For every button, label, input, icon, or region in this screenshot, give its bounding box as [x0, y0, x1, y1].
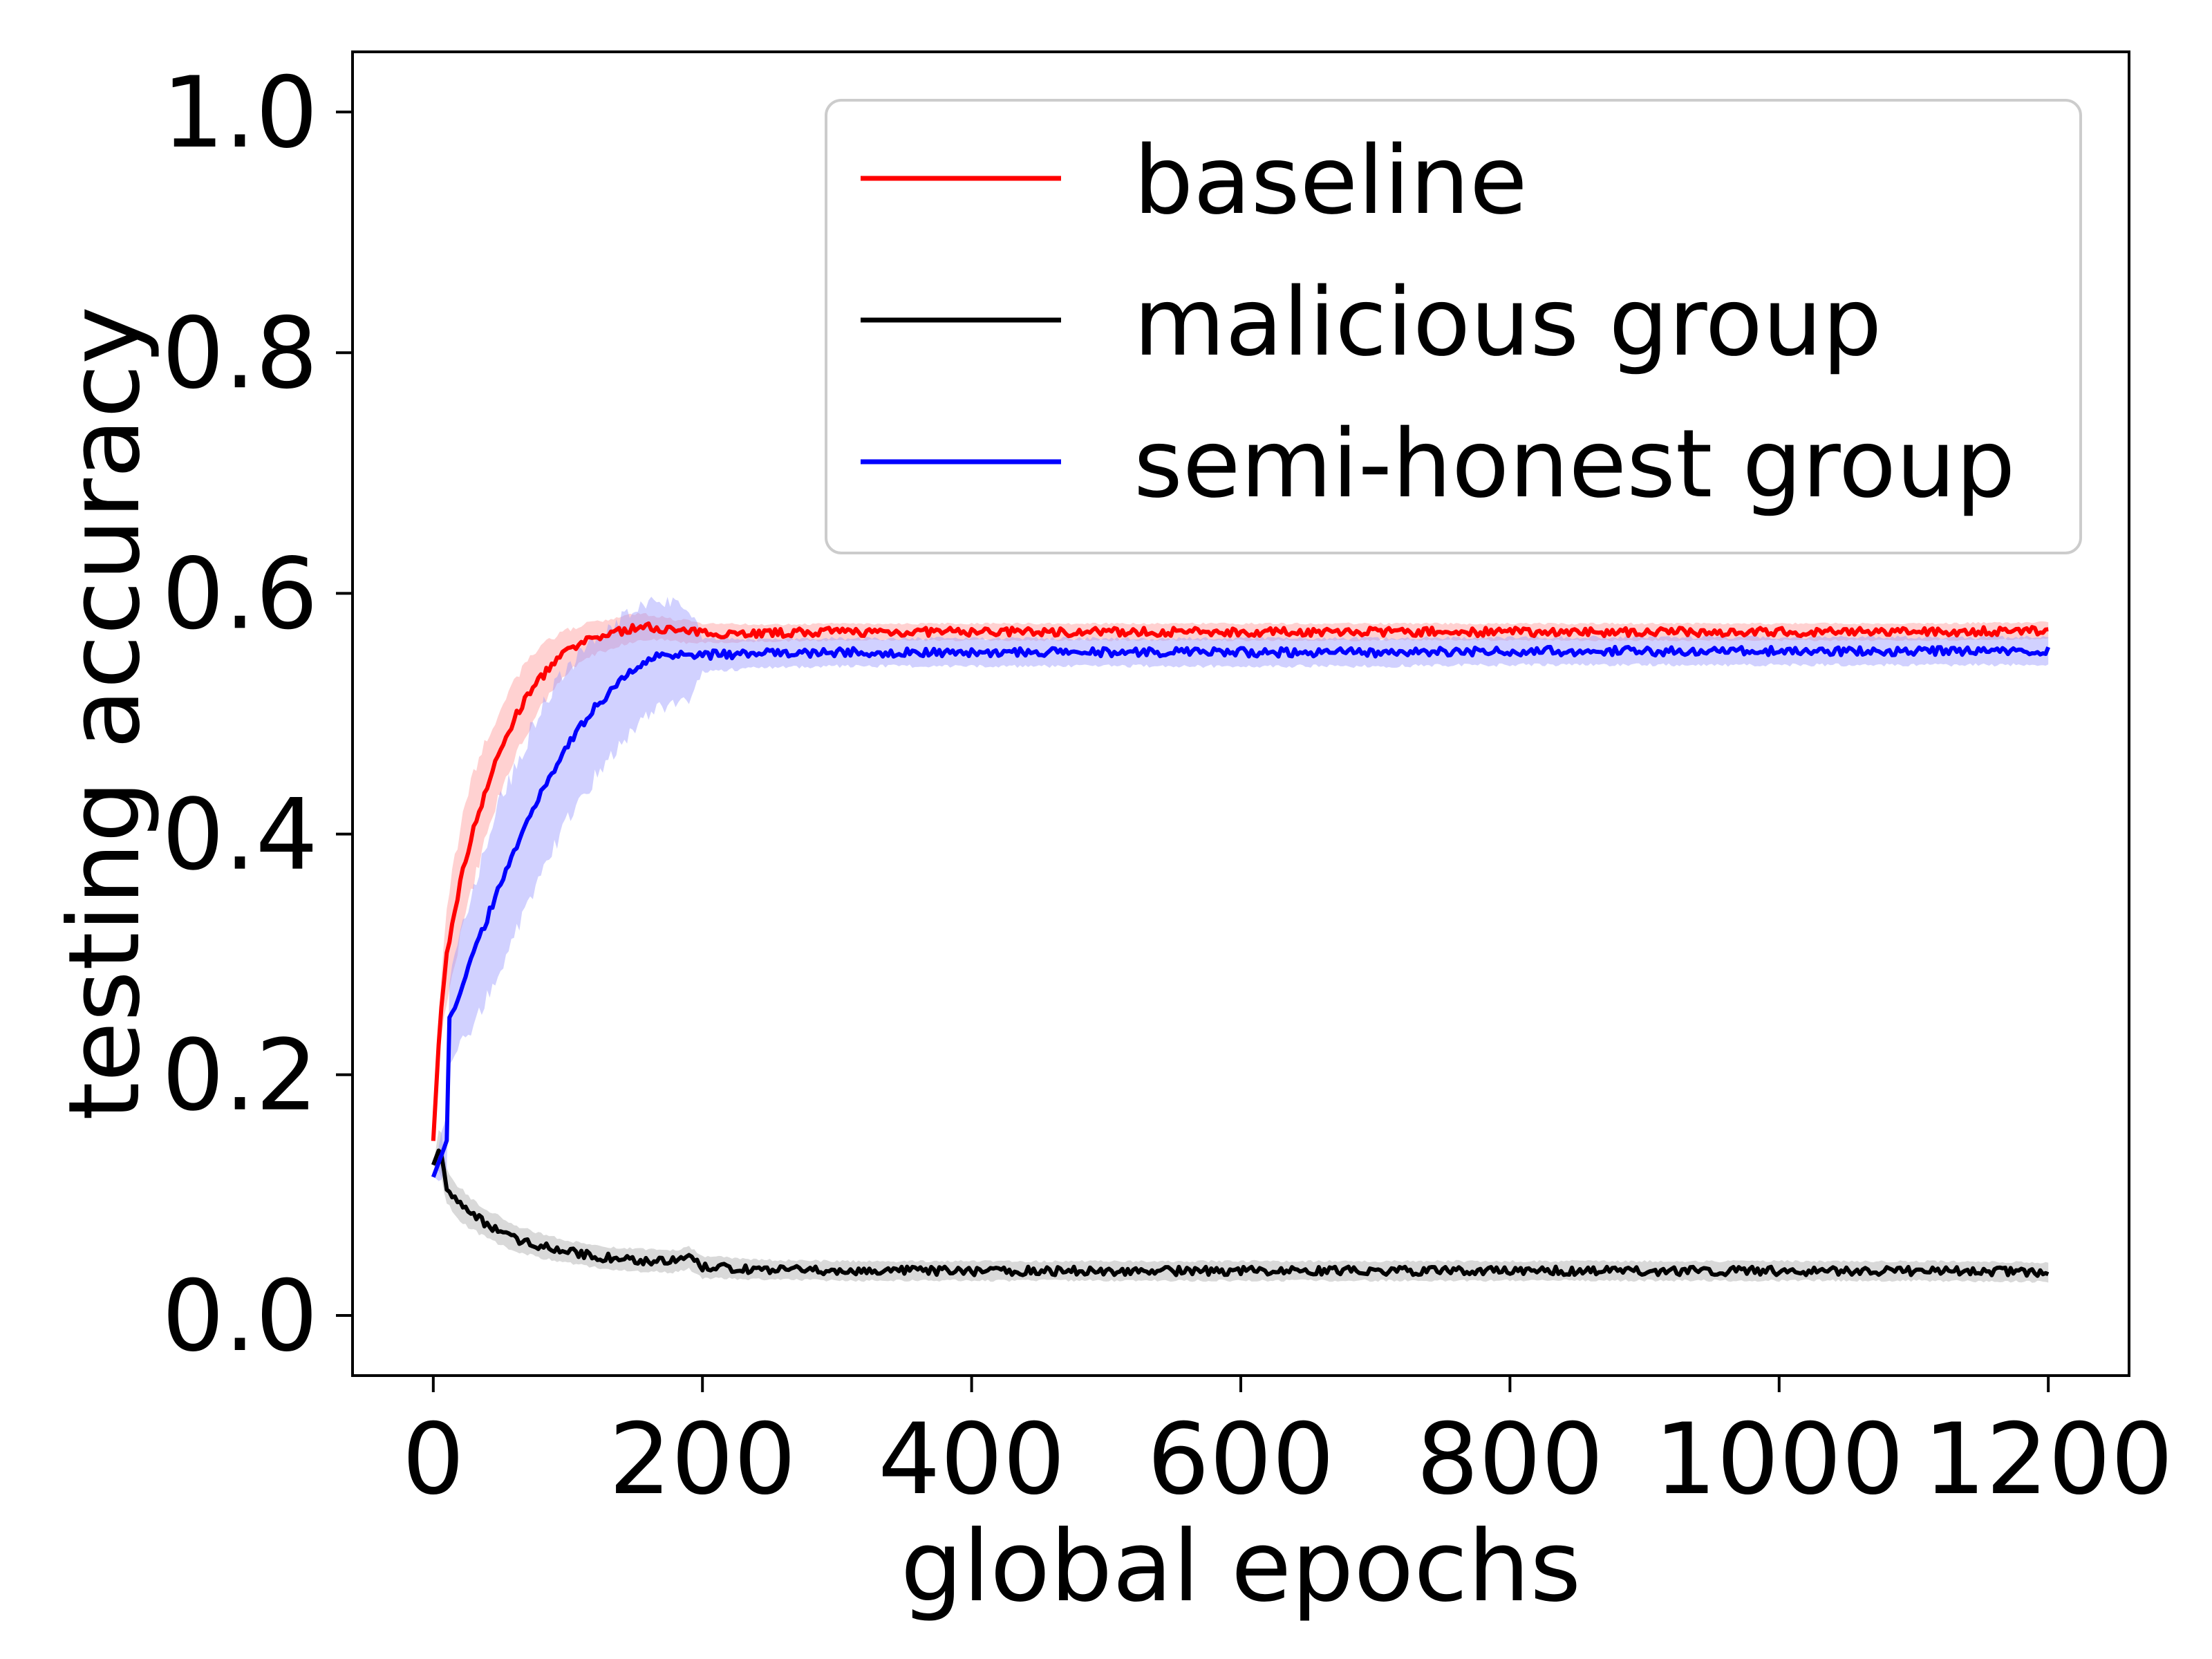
- legend-label-semi-honest-group: semi-honest group: [1134, 410, 2016, 519]
- series-line-baseline: [431, 621, 2049, 1141]
- y-tick-label-1.0: 1.0: [162, 56, 318, 170]
- y-axis-label: testing accuracy: [48, 306, 162, 1121]
- x-axis-label: global epochs: [901, 1510, 1582, 1624]
- y-tick-label-0.0: 0.0: [162, 1259, 318, 1374]
- x-tick-label-600: 600: [1147, 1403, 1334, 1517]
- y-tick-label-0.8: 0.8: [162, 297, 318, 411]
- legend: baseline malicious group semi-honest gro…: [825, 99, 2082, 554]
- series-line-malicious-group: [431, 1148, 2050, 1278]
- x-tick-label-0: 0: [402, 1403, 465, 1517]
- y-axis-ticks: 0.0 0.2 0.4 0.6 0.8 1.0: [162, 56, 353, 1374]
- x-axis-ticks: 0 200 400 600 800 1000 1200: [402, 1376, 2173, 1517]
- y-tick-label-0.4: 0.4: [162, 778, 318, 892]
- y-tick-label-0.2: 0.2: [162, 1019, 318, 1133]
- x-tick-label-1000: 1000: [1654, 1403, 1904, 1517]
- series-line-semi-honest-group: [431, 644, 2050, 1178]
- x-tick-label-400: 400: [878, 1403, 1065, 1517]
- band-semi-honest-group: [433, 597, 2049, 1181]
- legend-label-malicious-group: malicious group: [1134, 268, 1882, 377]
- x-tick-label-1200: 1200: [1923, 1403, 2173, 1517]
- legend-label-baseline: baseline: [1134, 126, 1528, 236]
- series-lines: [431, 621, 2050, 1278]
- legend-box: [825, 99, 2082, 554]
- y-tick-label-0.6: 0.6: [162, 537, 318, 651]
- x-tick-label-800: 800: [1416, 1403, 1604, 1517]
- x-tick-label-200: 200: [609, 1403, 796, 1517]
